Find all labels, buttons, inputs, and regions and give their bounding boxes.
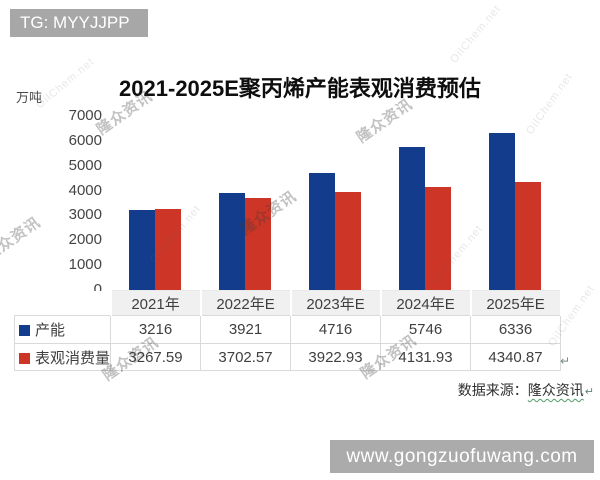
y-axis-unit-label: 万吨 [16, 90, 43, 105]
apparent-consumption-value-2021年: 3267.59 [110, 343, 202, 371]
category-label-2023年E: 2023年E [289, 290, 382, 316]
legend-label-capacity: 产能 [35, 322, 66, 339]
legend-label-apparent-consumption: 表观消费量 [35, 349, 111, 367]
legend-swatch-capacity [19, 325, 30, 336]
apparent-consumption-value-2023年E: 3922.93 [290, 343, 382, 371]
category-label-2025年E: 2025年E [469, 290, 562, 316]
chart-title: 2021-2025E聚丙烯产能表观消费预估 [119, 76, 481, 101]
apparent-consumption-value-2025年E: 4340.87 [470, 343, 562, 371]
data-source-label: 数据来源： [457, 382, 528, 398]
y-axis-tick-label: 4000 [68, 181, 102, 199]
y-axis-tick-label: 6000 [68, 131, 102, 149]
capacity-value-2021年: 3216 [110, 315, 202, 344]
legend-apparent-consumption: 表观消费量 [13, 343, 112, 371]
data-source-line: 数据来源：隆众资讯↵ [458, 380, 594, 400]
bar-capacity-2024年E [399, 147, 425, 290]
capacity-value-2024年E: 5746 [380, 315, 472, 344]
bar-apparent-consumption-2021年 [155, 208, 181, 290]
bar-apparent-consumption-2022年E [245, 197, 271, 290]
y-axis-tick-label: 1000 [68, 256, 102, 274]
y-axis-tick-label: 0 [93, 281, 102, 298]
legend-swatch-apparent-consumption [19, 352, 30, 364]
bar-capacity-2023年E [309, 172, 335, 290]
bar-capacity-2022年E [219, 192, 245, 290]
tg-badge: TG: MYYJJPP [10, 9, 148, 37]
capacity-value-2025年E: 6336 [470, 315, 562, 344]
apparent-consumption-value-2024年E: 4131.93 [380, 343, 472, 371]
bar-apparent-consumption-2023年E [335, 192, 361, 290]
y-axis-tick-label: 3000 [68, 206, 102, 224]
bar-apparent-consumption-2025年E [515, 182, 541, 290]
y-axis-tick-label: 5000 [68, 156, 102, 174]
category-label-2022年E: 2022年E [199, 290, 292, 316]
category-label-2024年E: 2024年E [379, 290, 472, 316]
category-label-2021年: 2021年 [109, 290, 202, 316]
bar-apparent-consumption-2024年E [425, 187, 451, 290]
y-axis-tick-label: 7000 [68, 107, 102, 124]
table-return-mark: ↵ [560, 354, 571, 368]
bar-capacity-2025年E [489, 132, 515, 290]
capacity-value-2022年E: 3921 [200, 315, 292, 344]
table-corner-cell [14, 290, 111, 316]
footer-url: www.gongzuofuwang.com [330, 440, 594, 473]
legend-capacity: 产能 [13, 315, 112, 344]
data-source-link[interactable]: 隆众资讯 [527, 382, 584, 398]
capacity-value-2023年E: 4716 [290, 315, 382, 344]
y-axis-tick-label: 2000 [68, 231, 102, 249]
return-mark: ↵ [584, 386, 594, 398]
apparent-consumption-value-2022年E: 3702.57 [200, 343, 292, 371]
bar-capacity-2021年 [129, 210, 155, 290]
data-table: 2021年 2022年E 2023年E 2024年E 2025年E 产能 3216 3921 4… [13, 290, 562, 371]
